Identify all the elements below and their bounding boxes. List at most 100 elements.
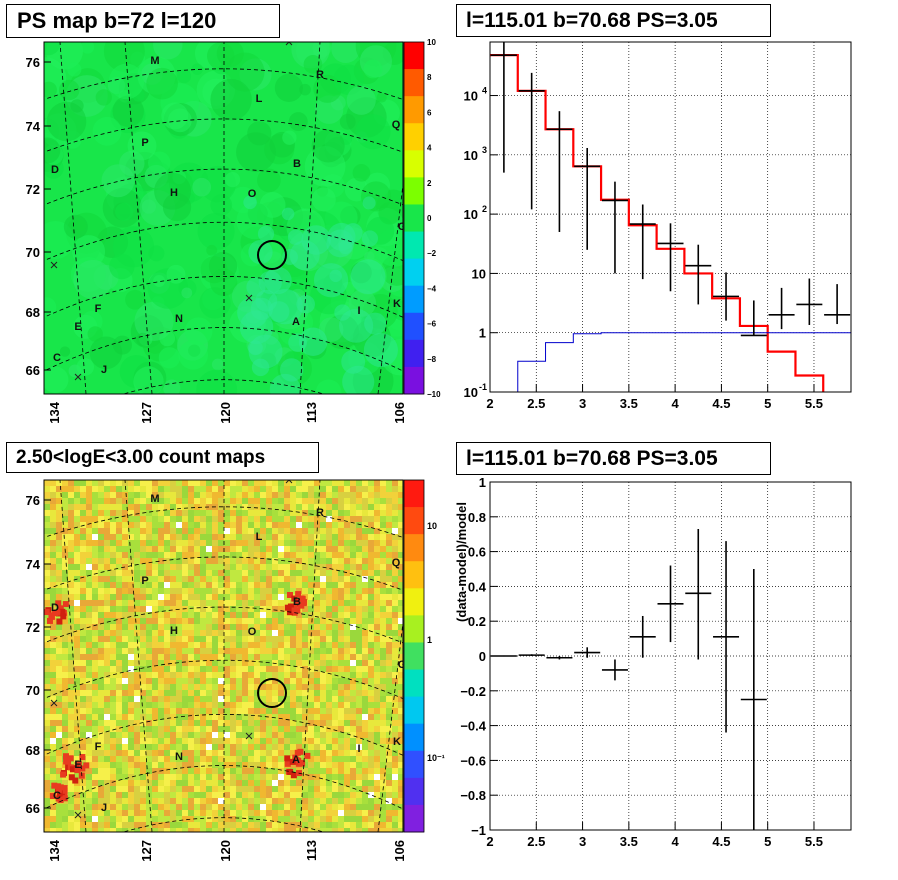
count-pixel — [80, 630, 86, 636]
colorbar-tick-label: 1 — [427, 635, 432, 645]
count-pixel — [398, 690, 403, 696]
count-pixel — [146, 630, 152, 636]
count-pixel — [386, 744, 392, 750]
count-pixel — [122, 774, 128, 780]
count-pixel — [380, 660, 386, 666]
count-pixel — [152, 552, 158, 558]
count-pixel — [290, 582, 296, 588]
count-pixel — [176, 720, 182, 726]
count-pixel — [236, 810, 242, 816]
source-label-N: N — [175, 313, 183, 325]
count-pixel — [194, 822, 200, 828]
count-pixel — [260, 810, 266, 816]
count-pixel — [158, 630, 164, 636]
count-pixel — [140, 702, 146, 708]
count-pixel — [200, 594, 206, 600]
count-pixel — [260, 480, 266, 486]
count-pixel — [200, 714, 206, 720]
count-pixel — [80, 828, 86, 832]
count-pixel — [320, 762, 326, 768]
count-pixel — [182, 648, 188, 654]
count-pixel — [62, 618, 68, 624]
count-pixel — [266, 588, 272, 594]
count-pixel — [116, 636, 122, 642]
count-pixel — [278, 654, 284, 660]
count-pixel — [296, 822, 302, 828]
colorbar-segment — [404, 69, 424, 97]
count-pixel — [44, 654, 50, 660]
count-pixel — [344, 510, 350, 516]
count-pixel — [110, 504, 116, 510]
count-pixel — [80, 708, 86, 714]
count-pixel — [140, 594, 146, 600]
count-pixel — [314, 768, 320, 774]
count-pixel — [224, 558, 230, 564]
map-patch — [181, 287, 193, 299]
count-pixel — [122, 816, 128, 822]
count-pixel — [152, 510, 158, 516]
colorbar-tick-label: −8 — [427, 355, 437, 364]
count-pixel — [116, 732, 122, 738]
count-pixel — [200, 720, 206, 726]
count-pixel — [350, 588, 356, 594]
count-pixel — [356, 798, 362, 804]
count-pixel — [356, 684, 362, 690]
count-pixel — [158, 804, 164, 810]
count-pixel — [254, 576, 260, 582]
count-pixel — [278, 522, 284, 528]
count-pixel — [278, 822, 284, 828]
count-pixel — [260, 804, 266, 810]
count-pixel — [326, 690, 332, 696]
count-pixel — [80, 678, 86, 684]
count-pixel — [392, 732, 398, 738]
count-pixel — [254, 564, 260, 570]
count-pixel — [284, 696, 290, 702]
count-pixel — [254, 516, 260, 522]
count-pixel — [308, 546, 314, 552]
count-pixel — [50, 756, 56, 762]
count-pixel — [188, 762, 194, 768]
count-pixel — [122, 546, 128, 552]
count-pixel — [266, 552, 272, 558]
count-pixel — [356, 672, 362, 678]
count-pixel — [248, 786, 254, 792]
count-pixel — [188, 690, 194, 696]
count-pixel — [80, 780, 86, 786]
count-pixel — [362, 786, 368, 792]
count-pixel — [248, 828, 254, 832]
count-pixel — [236, 762, 242, 768]
count-pixel — [92, 606, 98, 612]
count-pixel — [80, 654, 86, 660]
count-pixel — [380, 564, 386, 570]
count-pixel — [338, 480, 344, 486]
count-pixel — [260, 576, 266, 582]
count-pixel — [110, 696, 116, 702]
count-pixel — [164, 702, 170, 708]
count-pixel — [122, 750, 128, 756]
count-pixel — [44, 540, 50, 546]
count-pixel — [44, 582, 50, 588]
map-patch — [287, 229, 304, 245]
count-pixel — [368, 666, 374, 672]
count-pixel — [314, 660, 320, 666]
count-pixel — [122, 540, 128, 546]
map-patch — [197, 212, 235, 251]
count-pixel — [62, 582, 68, 588]
count-pixel — [386, 822, 392, 828]
count-pixel — [398, 492, 403, 498]
count-pixel — [308, 786, 314, 792]
count-pixel — [98, 630, 104, 636]
count-pixel — [44, 666, 50, 672]
count-pixel — [200, 534, 206, 540]
count-pixel — [254, 528, 260, 534]
count-pixel — [326, 702, 332, 708]
count-pixel — [272, 558, 278, 564]
x-tick-label: 3.5 — [620, 834, 638, 849]
count-pixel — [110, 480, 116, 486]
count-pixel — [140, 648, 146, 654]
count-pixel — [380, 708, 386, 714]
count-pixel — [284, 504, 290, 510]
count-pixel — [176, 648, 182, 654]
count-pixel — [278, 714, 284, 720]
count-pixel — [50, 504, 56, 510]
